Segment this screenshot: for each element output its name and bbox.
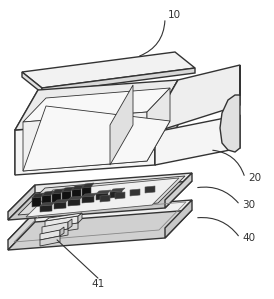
Polygon shape [45,216,78,228]
Polygon shape [96,190,111,194]
Polygon shape [22,72,42,93]
Polygon shape [72,189,81,199]
Polygon shape [68,199,80,206]
Polygon shape [8,212,35,250]
Polygon shape [82,196,94,203]
Polygon shape [8,200,192,240]
Polygon shape [68,219,72,229]
Polygon shape [32,197,41,207]
Text: 10: 10 [168,10,181,20]
Polygon shape [15,80,178,130]
Polygon shape [8,181,192,220]
Polygon shape [23,106,170,171]
Polygon shape [62,191,71,201]
Polygon shape [42,195,51,205]
Text: 20: 20 [248,173,261,183]
Polygon shape [8,210,192,250]
Polygon shape [42,229,68,240]
Polygon shape [115,192,125,199]
Polygon shape [165,200,192,238]
Polygon shape [155,65,240,132]
Polygon shape [40,236,60,246]
Polygon shape [42,191,54,196]
Polygon shape [22,52,195,88]
Text: 40: 40 [242,233,255,243]
Text: 41: 41 [91,279,105,289]
Polygon shape [68,196,83,200]
Polygon shape [155,115,240,165]
Polygon shape [42,222,68,234]
Polygon shape [60,227,64,236]
Polygon shape [147,88,170,161]
Polygon shape [52,193,61,203]
Polygon shape [54,202,66,209]
Polygon shape [110,191,122,198]
Polygon shape [8,185,35,220]
Polygon shape [42,68,195,93]
Polygon shape [26,178,179,217]
Polygon shape [82,193,97,197]
Polygon shape [62,187,74,192]
Polygon shape [72,185,84,190]
Polygon shape [82,187,91,197]
Polygon shape [45,223,78,234]
Polygon shape [40,202,55,206]
Polygon shape [96,193,108,200]
Polygon shape [165,173,192,208]
Polygon shape [155,80,178,165]
Polygon shape [40,205,52,212]
Polygon shape [45,213,82,221]
Polygon shape [54,199,69,203]
Polygon shape [110,188,125,192]
Polygon shape [32,193,44,198]
Polygon shape [8,173,192,212]
Polygon shape [23,112,147,171]
Polygon shape [220,65,240,152]
Polygon shape [100,195,110,202]
Polygon shape [145,186,155,193]
Polygon shape [110,85,133,165]
Polygon shape [23,88,170,122]
Polygon shape [78,213,82,223]
Polygon shape [18,176,185,215]
Polygon shape [15,90,38,175]
Polygon shape [82,183,94,188]
Polygon shape [130,189,140,196]
Polygon shape [52,189,64,194]
Polygon shape [15,120,155,175]
Text: 30: 30 [242,200,255,210]
Polygon shape [40,230,60,240]
